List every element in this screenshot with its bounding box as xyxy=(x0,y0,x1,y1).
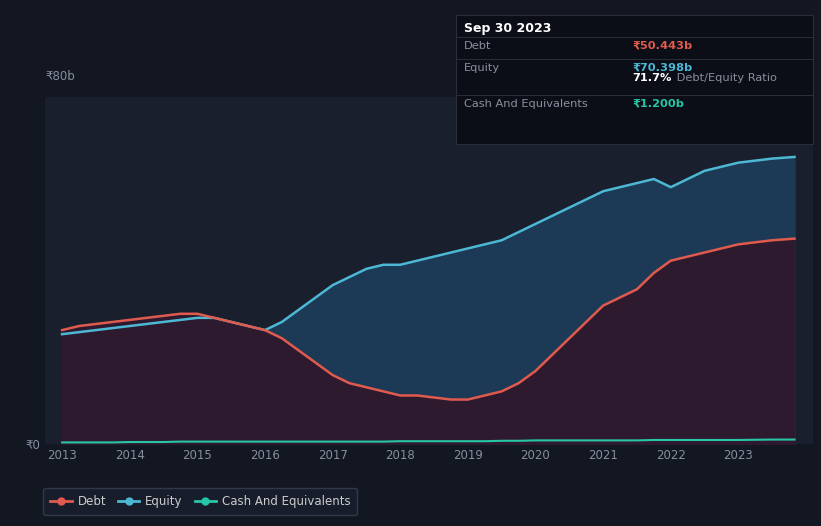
Text: ₹80b: ₹80b xyxy=(45,70,75,84)
Text: Equity: Equity xyxy=(464,63,500,73)
Text: Sep 30 2023: Sep 30 2023 xyxy=(464,22,551,35)
Text: Debt: Debt xyxy=(464,41,491,51)
Text: ₹1.200b: ₹1.200b xyxy=(632,99,684,109)
Text: ₹50.443b: ₹50.443b xyxy=(632,41,692,51)
Text: 71.7%: 71.7% xyxy=(632,73,672,83)
Text: Debt/Equity Ratio: Debt/Equity Ratio xyxy=(673,73,777,83)
Legend: Debt, Equity, Cash And Equivalents: Debt, Equity, Cash And Equivalents xyxy=(44,488,357,515)
Text: ₹70.398b: ₹70.398b xyxy=(632,63,692,73)
Text: Cash And Equivalents: Cash And Equivalents xyxy=(464,99,588,109)
